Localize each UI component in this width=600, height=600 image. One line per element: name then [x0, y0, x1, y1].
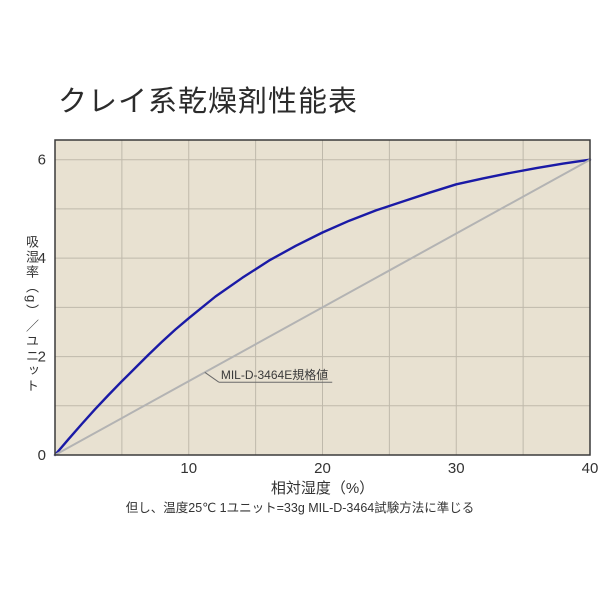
x-tick-label: 10 — [180, 460, 197, 477]
desiccant-curve — [53, 158, 592, 457]
chart-title: クレイ系乾燥剤性能表 — [58, 86, 359, 118]
y-tick-label: 2 — [38, 349, 46, 366]
chart-footnote: 但し、温度25℃ 1ユニット=33g MIL-D-3464試験方法に準じる — [125, 501, 475, 515]
plot-border — [54, 139, 591, 456]
x-axis-label: 相対湿度（%） — [270, 480, 375, 497]
y-tick-label: 0 — [38, 447, 46, 464]
y-tick-label: 4 — [38, 250, 46, 267]
x-tick-label: 40 — [582, 460, 599, 477]
y-tick-label: 6 — [38, 152, 46, 169]
x-tick-label: 30 — [448, 460, 465, 477]
x-tick-label: 20 — [314, 460, 331, 477]
standard-line — [54, 158, 591, 456]
annotation-leader-line — [204, 371, 220, 383]
annotation-label: MIL-D-3464E規格値 — [221, 367, 328, 382]
y-axis-label: 吸湿率（g）／ユニット — [24, 235, 39, 395]
